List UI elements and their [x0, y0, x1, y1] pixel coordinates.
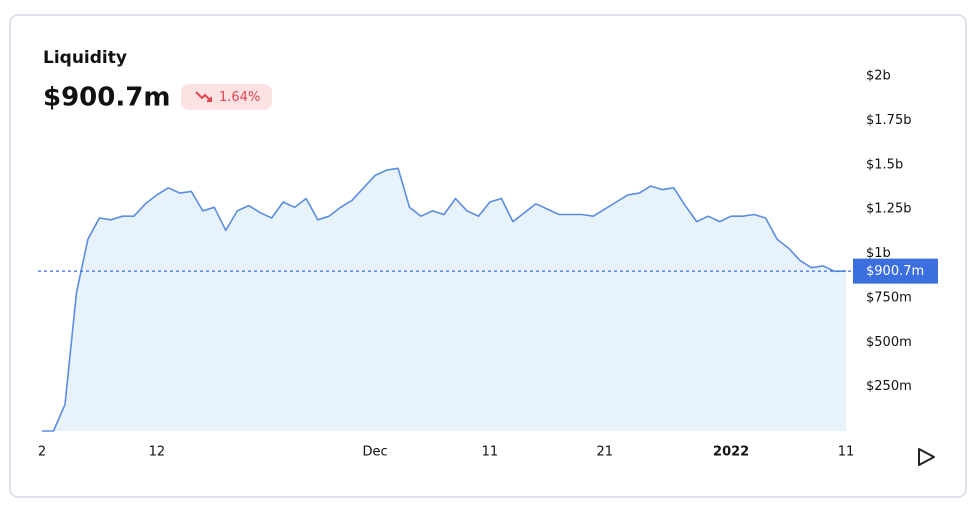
area-fill	[42, 168, 846, 432]
change-percent: 1.64%	[219, 90, 260, 105]
x-tick-label: 12	[149, 445, 166, 460]
x-tick-label: 2022	[713, 445, 749, 460]
y-tick-label: $1b	[866, 246, 891, 261]
change-badge	[181, 84, 272, 110]
down-arrow-icon	[195, 91, 212, 102]
current-value-tag	[853, 258, 938, 284]
x-tick-label: 11	[838, 445, 855, 460]
y-tick-label: $250m	[866, 379, 912, 394]
y-tick-label: $500m	[866, 335, 912, 350]
y-tick-label: $1.75b	[866, 113, 911, 128]
y-tick-label: $1.5b	[866, 157, 903, 172]
x-tick-label: 2	[38, 445, 46, 460]
plot-area: $250m$500m$750m$1b$1.25b$1.5b$1.75b$2b2 1…	[38, 69, 938, 460]
x-tick-label: Dec	[363, 445, 388, 460]
series-line	[42, 167, 847, 432]
x-tick-label: 11	[482, 445, 499, 460]
y-tick-label: $2b	[866, 69, 891, 84]
current-value-tag-label: $900.7m	[866, 264, 924, 279]
card-title: Liquidity	[43, 48, 127, 68]
current-value: $900.7m	[43, 83, 170, 113]
y-tick-label: $750m	[866, 290, 912, 305]
play-button[interactable]	[918, 448, 935, 466]
y-tick-label: $1.25b	[866, 202, 911, 217]
x-tick-label: 21	[597, 445, 614, 460]
